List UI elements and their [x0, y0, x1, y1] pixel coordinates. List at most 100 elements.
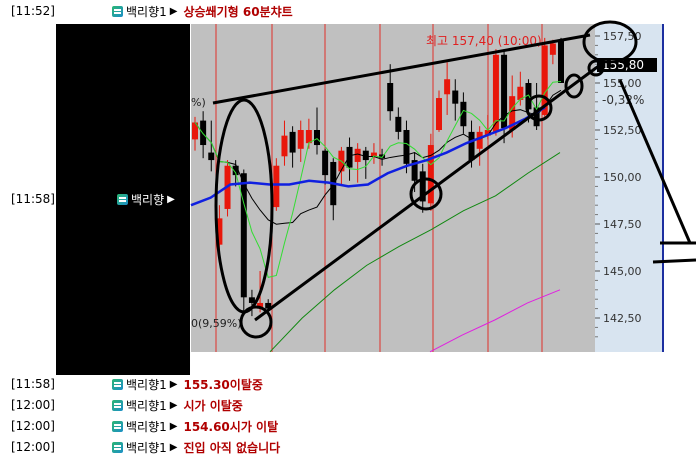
candle-down [419, 171, 426, 202]
candle-down [395, 116, 402, 132]
annotation-mark [652, 258, 696, 264]
candle-down [403, 130, 410, 164]
candle-down [289, 131, 296, 153]
message-text: 진입 아직 없습니다 [183, 440, 281, 455]
caption-user: 백리향 [131, 192, 165, 207]
ma-blue-line [190, 106, 546, 207]
high-price-label: 최고 157,40 (10:00) [426, 34, 542, 48]
y-tick-label: 145,00 [603, 265, 642, 278]
candle-up [436, 98, 442, 130]
message-time: [11:52] [11, 4, 55, 18]
play-arrow-icon: ▶ [169, 441, 178, 453]
user-badge-icon [117, 193, 128, 205]
play-arrow-icon: ▶ [169, 420, 178, 432]
annotation-circle [239, 305, 273, 339]
message-text: 상승쐐기형 60분챠트 [183, 4, 293, 19]
message-text: 155.30이탈중 [183, 377, 263, 392]
candle-down [460, 101, 467, 127]
user-badge-icon [112, 5, 123, 17]
candle-up [541, 45, 548, 115]
y-tick-label: 147,50 [603, 218, 642, 231]
y-tick-label: 150,00 [603, 171, 642, 184]
candle-up [549, 43, 556, 55]
ma-magenta-line [429, 289, 561, 353]
user-badge-icon [112, 399, 123, 411]
annotation-circle [564, 73, 584, 99]
candle-up [305, 130, 312, 144]
annotation-circle [587, 59, 605, 77]
caption-time: [11:58] [11, 192, 55, 206]
candle-down [452, 90, 459, 104]
ma-green-line [194, 80, 562, 278]
candle-up [476, 131, 483, 149]
annotation-arrow-line [618, 79, 692, 244]
y-tick-label: 142,50 [603, 312, 642, 325]
play-arrow-icon: ▶ [169, 378, 178, 390]
message-time: [12:00] [11, 398, 55, 412]
candle-down [501, 54, 508, 129]
message-user[interactable]: 백리향1 [126, 419, 167, 434]
candle-down [387, 83, 394, 112]
current-change-label: -0,32% [602, 93, 644, 107]
candle-down [248, 297, 255, 303]
candle-up [354, 148, 361, 162]
candle-up [517, 86, 524, 100]
candle-down [558, 39, 564, 83]
candle-down [314, 130, 320, 146]
candle-down [525, 83, 532, 110]
candle-up [216, 218, 223, 245]
upper-trendline [212, 33, 591, 105]
image-caption-user: 백리향 ▶ [117, 190, 175, 208]
y-tick-label: 152,50 [603, 124, 642, 137]
candle-up [484, 130, 491, 136]
candle-down [208, 152, 215, 161]
candle-down [240, 173, 247, 298]
candle-down [322, 150, 329, 176]
candle-up [297, 130, 304, 149]
candle-up [444, 79, 451, 95]
message-time: [11:58] [11, 377, 55, 391]
play-arrow-icon: ▶ [169, 5, 178, 17]
low-price-label: 0(9,59%) [191, 317, 242, 330]
candle-up [492, 54, 499, 132]
candle-up [273, 165, 280, 208]
play-arrow-icon: ▶ [169, 399, 178, 411]
lower-trendline [254, 63, 601, 322]
candle-down [265, 302, 272, 309]
message-time: [12:00] [11, 419, 55, 433]
candle-up [192, 122, 198, 140]
message-user[interactable]: 백리향1 [126, 440, 167, 455]
user-badge-icon [112, 441, 123, 453]
price-axis-panel [595, 24, 663, 352]
message-time: [12:00] [11, 440, 55, 454]
candle-down [346, 146, 353, 168]
message-user[interactable]: 백리향1 [126, 377, 167, 392]
message-text: 시가 이탈중 [183, 398, 243, 413]
message-text: 154.60시가 이탈 [183, 419, 279, 434]
candle-up [509, 96, 516, 130]
candle-down [200, 120, 207, 146]
image-caption-time: [11:58] [11, 190, 55, 208]
ma-black-line [194, 89, 562, 225]
candle-up [281, 135, 288, 157]
annotation-circle [409, 177, 443, 211]
candle-up [257, 302, 264, 309]
candle-up [427, 145, 434, 204]
candle-down [379, 154, 386, 159]
candle-down [232, 165, 239, 176]
candle-down [362, 150, 369, 161]
candle-down [468, 131, 475, 161]
ma-long-green-line [269, 152, 561, 353]
message-user[interactable]: 백리향1 [126, 4, 167, 19]
play-arrow-icon: ▶ [167, 193, 175, 205]
candle-up [370, 152, 377, 157]
candle-down [533, 107, 540, 127]
annotation-circle [525, 94, 553, 122]
user-badge-icon [112, 378, 123, 390]
candle-down [411, 160, 418, 181]
annotation-circle [582, 20, 638, 64]
user-badge-icon [112, 420, 123, 432]
message-user[interactable]: 백리향1 [126, 398, 167, 413]
top-left-label: %) [191, 96, 206, 109]
